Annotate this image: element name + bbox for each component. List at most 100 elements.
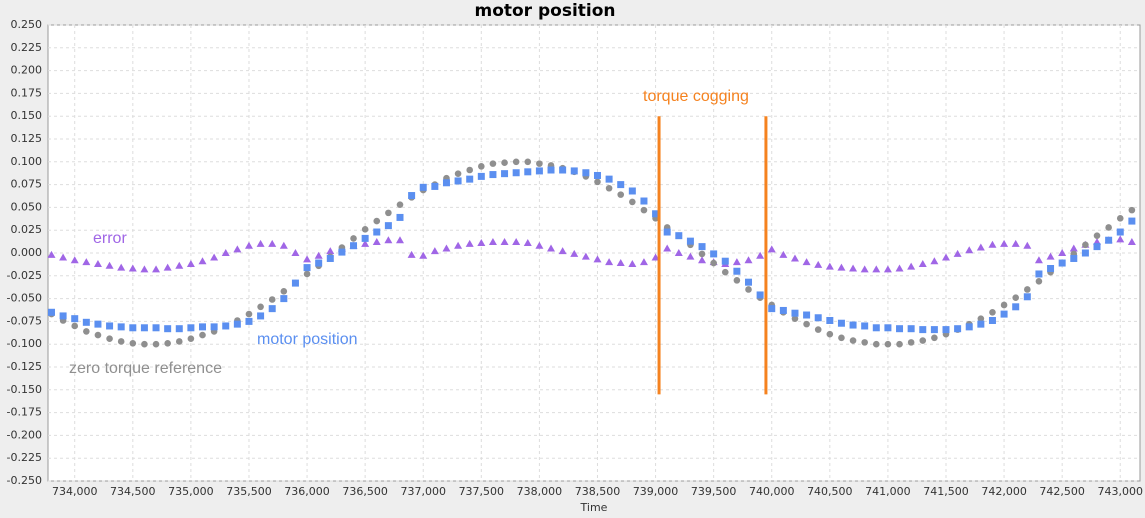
square-marker xyxy=(71,315,79,323)
square-marker xyxy=(593,171,601,179)
circle-marker xyxy=(245,310,253,318)
square-marker xyxy=(512,169,520,177)
triangle-marker xyxy=(953,249,962,257)
square-marker xyxy=(1058,259,1066,267)
triangle-marker xyxy=(291,249,300,256)
x-tick-label: 735,500 xyxy=(226,485,272,498)
circle-marker xyxy=(199,331,206,339)
x-tick-label: 741,500 xyxy=(923,485,969,498)
square-marker xyxy=(431,182,439,190)
square-marker xyxy=(454,177,462,185)
circle-marker xyxy=(931,334,938,342)
square-marker xyxy=(977,320,985,328)
square-marker xyxy=(466,175,474,183)
circle-marker xyxy=(1012,294,1019,301)
circle-marker xyxy=(977,315,985,322)
x-tick-label: 738,500 xyxy=(575,485,621,498)
triangle-marker xyxy=(907,262,916,270)
square-marker xyxy=(361,234,369,242)
square-marker xyxy=(663,228,671,236)
circle-marker xyxy=(605,184,613,192)
square-marker xyxy=(582,169,590,177)
triangle-marker xyxy=(1011,239,1020,247)
circle-marker xyxy=(187,335,195,343)
circle-marker xyxy=(1128,206,1136,214)
square-marker xyxy=(477,172,485,180)
y-tick-label: 0.175 xyxy=(11,86,43,99)
triangle-marker xyxy=(941,253,950,261)
square-marker xyxy=(605,175,613,183)
x-tick-label: 735,000 xyxy=(168,485,214,498)
circle-marker xyxy=(106,335,113,343)
square-marker xyxy=(442,179,450,187)
square-marker xyxy=(187,324,195,332)
x-tick-label: 737,500 xyxy=(459,485,505,498)
circle-marker xyxy=(745,286,752,293)
triangle-marker xyxy=(1127,238,1136,246)
square-marker xyxy=(942,326,950,334)
y-tick-label: 0.050 xyxy=(11,200,43,213)
square-marker xyxy=(628,187,636,195)
circle-marker xyxy=(989,308,996,316)
y-tick-label: -0.100 xyxy=(7,337,42,350)
triangle-marker xyxy=(221,249,230,256)
circle-marker xyxy=(385,209,392,217)
y-tick-label: -0.125 xyxy=(7,360,42,373)
x-tick-label: 734,000 xyxy=(52,485,98,498)
triangle-marker xyxy=(860,265,869,273)
square-marker xyxy=(245,317,253,325)
x-tick-label: 737,000 xyxy=(400,485,446,498)
triangle-marker xyxy=(128,264,137,272)
square-marker xyxy=(837,319,845,327)
circle-marker xyxy=(1035,277,1043,285)
square-marker xyxy=(896,325,904,333)
triangle-marker xyxy=(849,264,858,272)
circle-marker xyxy=(1000,301,1008,309)
square-marker xyxy=(652,210,660,218)
square-marker xyxy=(175,325,183,333)
circle-marker xyxy=(872,340,880,348)
square-marker xyxy=(721,257,729,265)
circle-marker xyxy=(826,330,834,338)
annotation: torque cogging xyxy=(643,88,749,105)
triangle-marker xyxy=(93,259,102,267)
triangle-marker xyxy=(279,241,288,249)
triangle-marker xyxy=(407,250,416,258)
square-marker xyxy=(1000,310,1008,318)
triangle-marker xyxy=(1116,235,1125,243)
square-marker xyxy=(884,324,892,332)
circle-marker xyxy=(733,277,741,284)
square-marker xyxy=(222,322,230,330)
triangle-marker xyxy=(698,256,707,264)
square-marker xyxy=(396,213,404,221)
y-tick-label: 0.025 xyxy=(11,223,43,236)
square-marker xyxy=(988,316,996,324)
triangle-marker xyxy=(1046,252,1055,260)
y-tick-label: 0.150 xyxy=(11,109,43,122)
square-marker xyxy=(489,171,497,179)
square-marker xyxy=(59,312,67,320)
circle-marker xyxy=(268,296,276,303)
triangle-marker xyxy=(314,251,323,259)
square-marker xyxy=(919,326,927,334)
square-marker xyxy=(803,311,811,319)
square-marker xyxy=(826,316,834,324)
triangle-marker xyxy=(895,264,904,272)
square-marker xyxy=(535,167,543,175)
square-marker xyxy=(315,259,323,267)
triangle-marker xyxy=(883,265,892,273)
square-marker xyxy=(82,318,90,326)
triangle-marker xyxy=(477,238,486,246)
x-tick-label: 741,000 xyxy=(865,485,911,498)
square-marker xyxy=(1023,293,1031,301)
triangle-marker xyxy=(70,256,79,264)
y-tick-label: -0.150 xyxy=(7,383,42,396)
square-marker xyxy=(1012,303,1020,311)
circle-marker xyxy=(524,158,532,166)
square-marker xyxy=(570,167,578,175)
triangle-marker xyxy=(558,247,567,255)
square-marker xyxy=(129,324,137,332)
square-marker xyxy=(233,320,241,328)
circle-marker xyxy=(849,337,857,344)
circle-marker xyxy=(629,198,636,206)
